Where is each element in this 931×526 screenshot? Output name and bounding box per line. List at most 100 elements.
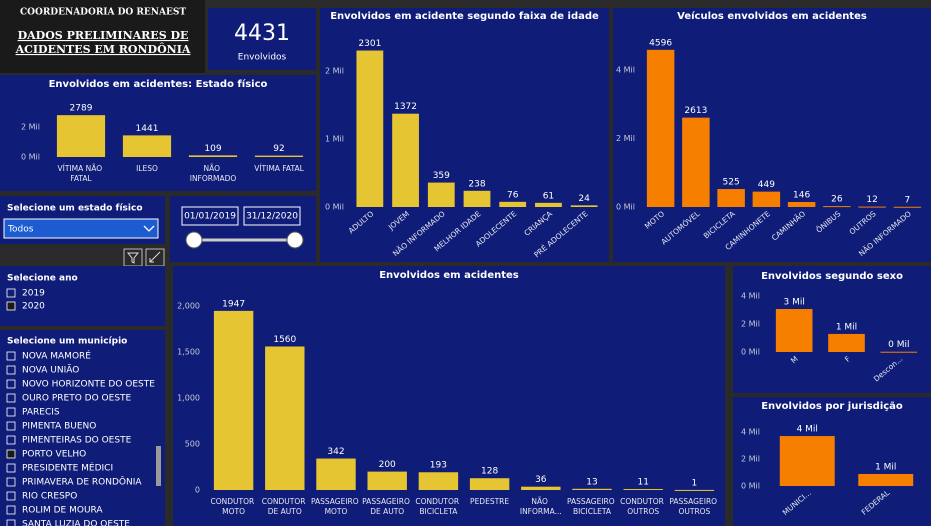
y-tick-label: 1,000 <box>177 394 200 403</box>
x-tick-label: CONDUTOR MOTO <box>211 497 257 516</box>
bar <box>499 201 527 207</box>
option-label: NOVA UNIÃO <box>22 365 79 376</box>
y-tick-label: 2 Mil <box>325 67 344 76</box>
bar <box>823 206 851 208</box>
slider-handle[interactable] <box>286 231 304 249</box>
checkbox[interactable] <box>6 288 16 298</box>
y-tick-label: 500 <box>185 440 200 449</box>
bar <box>623 488 663 490</box>
bar <box>570 205 598 207</box>
checkbox[interactable] <box>6 407 16 417</box>
value-label: 3 Mil <box>783 298 804 308</box>
x-tick-label: CONDUTOR DE AUTO <box>262 497 308 516</box>
dropdown[interactable] <box>3 218 159 239</box>
x-tick-label: VÍTIMA FATAL <box>254 164 304 173</box>
bar <box>356 50 384 208</box>
chart-title: Envolvidos em acidente segundo faixa de … <box>330 11 599 22</box>
bar <box>392 113 419 207</box>
bar <box>775 309 813 352</box>
date-box[interactable] <box>243 206 301 226</box>
value-label: 2789 <box>70 104 93 114</box>
x-tick-label: F <box>843 354 852 364</box>
checkbox[interactable] <box>6 519 16 526</box>
checkbox[interactable] <box>6 351 16 361</box>
expand-glyph <box>149 251 161 263</box>
scrollbar[interactable] <box>156 446 161 486</box>
x-tick-label: PASSAGEIRO BICICLETA <box>567 497 617 516</box>
x-tick-label: CONDUTOR BICICLETA <box>415 497 461 516</box>
value-label: 359 <box>433 171 450 181</box>
checkbox[interactable] <box>6 463 16 473</box>
bar <box>717 189 745 207</box>
bar <box>521 486 561 490</box>
checkbox[interactable] <box>6 477 16 487</box>
y-tick-label: 4 Mil <box>616 66 635 75</box>
kpi-label: Envolvidos <box>238 53 287 63</box>
y-tick-label: 0 Mil <box>741 348 760 357</box>
bar <box>858 206 886 208</box>
option-label: ROLIM DE MOURA <box>22 506 103 516</box>
value-label: 1 Mil <box>875 462 896 472</box>
kpi-panel <box>208 8 316 70</box>
checkbox[interactable] <box>6 365 16 375</box>
slider-handle[interactable] <box>185 231 203 249</box>
chart-panel <box>0 75 316 191</box>
header-line: COORDENADORIA DO RENAEST <box>20 8 186 18</box>
x-tick-label: PASSAGEIRO MOTO <box>311 497 361 516</box>
y-tick-label: 2 Mil <box>741 320 760 329</box>
x-tick-label: PASSAGEIRO DE AUTO <box>362 497 412 516</box>
bar <box>682 117 710 207</box>
bar <box>418 472 459 490</box>
header-panel <box>0 0 205 73</box>
bar <box>535 202 562 207</box>
bar <box>880 351 918 353</box>
date-box[interactable] <box>181 206 239 226</box>
value-label: 1 Mil <box>836 322 857 332</box>
chart-title: Envolvidos em acidentes: Estado físico <box>49 78 268 90</box>
value-label: 61 <box>543 191 554 201</box>
bar <box>265 346 305 490</box>
value-label: 1947 <box>222 299 245 309</box>
header-line: DADOS PRELIMINARES DE <box>18 29 189 42</box>
checkbox[interactable] <box>6 505 16 515</box>
x-tick-label: NÃO INFORMA... <box>520 497 562 516</box>
slicer-title: Selecione ano <box>7 274 78 284</box>
header-line: ACIDENTES EM RONDÔNIA <box>15 42 191 56</box>
checkbox[interactable] <box>6 449 16 459</box>
slicer-title: Selecione um estado físico <box>7 204 143 214</box>
bar <box>254 155 304 157</box>
checkbox[interactable] <box>6 421 16 431</box>
bar <box>572 488 612 490</box>
bar <box>779 436 835 486</box>
checkbox[interactable] <box>6 435 16 445</box>
option-label: PRIMAVERA DE RONDÔNIA <box>22 476 142 488</box>
value-label: 238 <box>468 179 485 189</box>
y-tick-label: 2 Mil <box>21 123 40 132</box>
bar <box>752 191 781 207</box>
y-tick-label: 0 Mil <box>741 482 760 491</box>
x-tick-label: PEDESTRE <box>470 497 509 506</box>
value-label: 146 <box>793 191 810 201</box>
checkbox[interactable] <box>6 393 16 403</box>
value-label: 76 <box>507 190 519 200</box>
value-label: 26 <box>831 195 843 205</box>
option-list: 2019 2020 <box>6 288 45 312</box>
chart-title: Veículos envolvidos em acidentes <box>677 10 867 22</box>
option-label: NOVA MAMORÉ <box>22 350 91 362</box>
checkbox[interactable] <box>6 301 16 311</box>
bar <box>469 478 510 490</box>
bar <box>316 458 356 490</box>
option-list: NOVA MAMORÉ NOVA UNIÃO NOVO HORIZONTE DO O… <box>6 350 155 526</box>
checkbox[interactable] <box>6 379 16 389</box>
y-tick-label: 2 Mil <box>616 134 635 143</box>
y-tick-label: 4 Mil <box>741 428 760 437</box>
checkbox[interactable] <box>6 491 16 501</box>
bar <box>56 115 106 157</box>
value-label: 342 <box>327 447 344 457</box>
value-label: 4596 <box>649 38 672 48</box>
bar <box>463 190 491 207</box>
bar <box>828 333 865 352</box>
option-label: 2019 <box>22 289 45 299</box>
chart-title: Envolvidos segundo sexo <box>761 271 903 282</box>
